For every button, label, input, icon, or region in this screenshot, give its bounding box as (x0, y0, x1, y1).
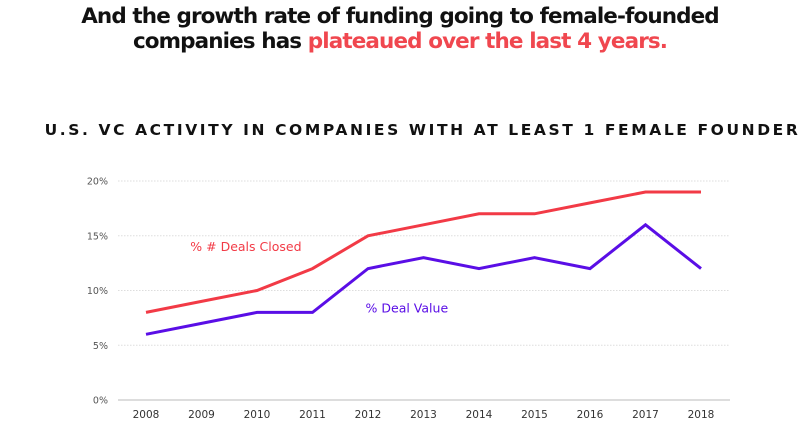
series-line-deal-value (145, 222, 702, 336)
x-tick-label: 2015 (521, 409, 548, 421)
x-tick-label: 2017 (632, 409, 659, 421)
chart-title: U.S. VC ACTIVITY IN COMPANIES WITH AT LE… (44, 121, 800, 139)
x-tick-label: 2012 (355, 409, 382, 421)
x-tick-label: 2014 (466, 409, 493, 421)
y-tick-label: 15% (87, 231, 108, 242)
y-tick-label: 0% (93, 396, 108, 407)
x-tick-label: 2010 (244, 409, 271, 421)
headline: And the growth rate of funding going to … (0, 4, 800, 54)
x-tick-label: 2018 (688, 409, 715, 421)
series-labels: % # Deals Closed % Deal Value (190, 239, 448, 315)
series-label-deals-closed: % # Deals Closed (190, 239, 301, 254)
x-tick-label: 2016 (577, 409, 604, 421)
headline-line-2: companies has plateaued over the last 4 … (0, 29, 800, 54)
series-label-deal-value: % Deal Value (366, 300, 449, 315)
x-tick-label: 2009 (188, 409, 215, 421)
x-axis-ticks: 2008 2009 2010 2011 2012 2013 2014 2015 2016 2017… (133, 409, 715, 421)
x-tick-label: 2008 (133, 409, 160, 421)
headline-highlight: plateaued over the last 4 years. (307, 29, 668, 54)
series-lines (145, 190, 702, 336)
x-tick-label: 2011 (299, 409, 326, 421)
y-tick-label: 20% (87, 177, 108, 188)
y-tick-label: 5% (93, 341, 108, 352)
headline-line-1: And the growth rate of funding going to … (81, 4, 720, 29)
headline-line-2-prefix: companies has (132, 29, 308, 54)
x-tick-label: 2013 (410, 409, 437, 421)
gridlines (118, 180, 730, 401)
y-tick-label: 10% (87, 286, 108, 297)
y-axis-ticks: 0% 5% 10% 15% 20% (87, 177, 108, 407)
